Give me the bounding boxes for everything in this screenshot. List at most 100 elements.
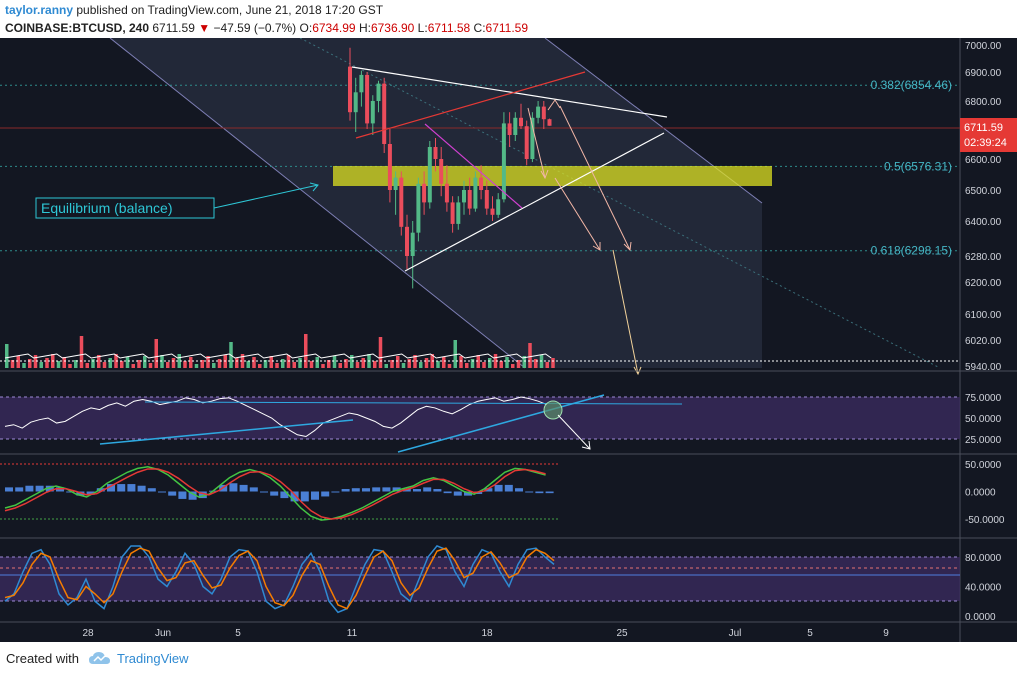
- volume-bar: [551, 358, 555, 368]
- last-price-badge-value: 6711.59: [964, 122, 1003, 134]
- price-tick-label: 6900.00: [965, 68, 1002, 79]
- rsi-tick-label: 25.0000: [965, 435, 1002, 446]
- high-label: H:: [358, 21, 371, 35]
- arrow-4-head: [633, 366, 642, 376]
- macd-histogram-bar: [178, 491, 187, 499]
- macd-tick-label: 0.0000: [965, 488, 996, 499]
- macd-histogram-bar: [484, 488, 493, 492]
- candle-body: [479, 177, 484, 190]
- candle-body: [524, 126, 529, 159]
- stoch-tick-label: 80.0000: [965, 553, 1002, 564]
- macd-histogram-bar: [341, 489, 350, 492]
- volume-bar: [436, 361, 440, 368]
- price-change: −47.59 (−0.7%): [213, 21, 297, 35]
- tradingview-link[interactable]: TradingView: [117, 651, 189, 666]
- candle-body: [444, 183, 449, 203]
- macd-histogram-bar: [96, 488, 105, 492]
- rsi-line: [4, 396, 547, 438]
- candle-body: [519, 117, 523, 127]
- volume-bar: [505, 357, 509, 368]
- macd-histogram-bar: [545, 491, 554, 494]
- volume-bar: [166, 362, 170, 368]
- arrow-4: [612, 249, 639, 375]
- candle-body: [490, 208, 495, 215]
- volume-bar: [488, 358, 492, 368]
- created-with-label: Created with: [6, 651, 79, 666]
- macd-line: [4, 465, 546, 521]
- time-tick-label: Jul: [729, 628, 742, 639]
- volume-bar: [258, 364, 262, 368]
- volume-bar: [22, 363, 26, 368]
- arrow-2: [554, 177, 601, 251]
- macd-histogram-bar: [351, 488, 360, 492]
- channel-fill: [110, 38, 762, 368]
- rsi-highlight-circle: [543, 400, 563, 420]
- equilibrium-arrow-head: [309, 182, 319, 192]
- high-value: 6736.90: [370, 21, 415, 35]
- time-tick-label: 18: [481, 628, 493, 639]
- last-price: 6711.59: [152, 21, 195, 35]
- volume-bar: [459, 356, 463, 368]
- fib-levels: 0.382(6854.46) 0.5(6576.31) 0.618(6298.15): [0, 78, 960, 258]
- volume-bar: [108, 358, 112, 368]
- candle-body: [416, 183, 421, 233]
- stoch-axis-ticks: 80.0000 40.0000 0.0000: [965, 553, 1002, 623]
- price-panel: 0.382(6854.46) 0.5(6576.31) 0.618(6298.15)…: [0, 38, 1017, 376]
- volume-bar: [200, 360, 204, 368]
- volume-bar: [361, 358, 365, 368]
- footer: Created with TradingView: [0, 642, 1017, 676]
- candle-body: [467, 190, 472, 209]
- volume-bar: [396, 356, 400, 368]
- low-label: L:: [417, 21, 428, 35]
- macd-histogram-bar: [525, 491, 534, 493]
- volume-bar: [447, 364, 452, 368]
- volume-bar: [97, 355, 101, 368]
- volume-bar: [246, 361, 250, 368]
- time-tick-label: 11: [347, 628, 358, 639]
- volume-bar: [378, 337, 383, 368]
- author-link[interactable]: taylor.ranny: [5, 3, 74, 17]
- candle-body: [541, 106, 546, 120]
- macd-histogram-bar: [402, 489, 411, 492]
- price-tick-label: 6100.00: [965, 310, 1002, 321]
- macd-histogram-bar: [188, 491, 197, 500]
- macd-histogram: [5, 483, 554, 502]
- volume-bar: [68, 364, 72, 368]
- channel-lower-line: [109, 38, 526, 369]
- volume-bar: [453, 340, 457, 368]
- stoch-d-line: [4, 547, 555, 610]
- price-tick-label: 6500.00: [965, 186, 1002, 197]
- volume-bar: [137, 360, 141, 368]
- candle-body: [536, 106, 541, 118]
- tradingview-cloud-icon[interactable]: [88, 650, 112, 666]
- candle-body: [353, 92, 358, 113]
- volume-bar: [419, 362, 423, 368]
- volume-bar: [338, 363, 342, 368]
- volume-bar: [442, 357, 446, 368]
- volume-bar: [33, 355, 38, 368]
- volume-bar: [5, 344, 9, 368]
- volume-bar: [131, 364, 135, 368]
- rsi-panel: 75.0000 50.0000 25.0000: [0, 393, 1002, 453]
- rsi-trendline-1: [99, 419, 354, 445]
- red-trend-line: [355, 71, 586, 139]
- ohlc-line: COINBASE:BTCUSD, 240 6711.59 ▼ −47.59 (−…: [5, 21, 528, 35]
- volume-bar: [74, 360, 78, 368]
- rsi-axis-ticks: 75.0000 50.0000 25.0000: [965, 393, 1002, 446]
- volume-bar: [148, 363, 153, 368]
- macd-histogram-bar: [35, 485, 44, 492]
- rsi-arrow: [557, 414, 591, 450]
- macd-histogram-bar: [504, 484, 513, 492]
- volume-bar: [281, 359, 285, 368]
- chart-canvas[interactable]: 0.382(6854.46) 0.5(6576.31) 0.618(6298.15)…: [0, 38, 1017, 642]
- volume-bar: [183, 361, 187, 368]
- down-triangle-icon: ▼: [198, 21, 211, 35]
- time-tick-label: 28: [82, 628, 94, 639]
- volume-bar: [28, 359, 32, 368]
- price-tick-label: 7000.00: [965, 41, 1002, 52]
- macd-histogram-bar: [5, 487, 13, 492]
- countdown-timer: 02:39:24: [964, 137, 1007, 149]
- rsi-band: [0, 397, 960, 439]
- volume-bar: [206, 356, 210, 368]
- volume-bar: [350, 355, 354, 368]
